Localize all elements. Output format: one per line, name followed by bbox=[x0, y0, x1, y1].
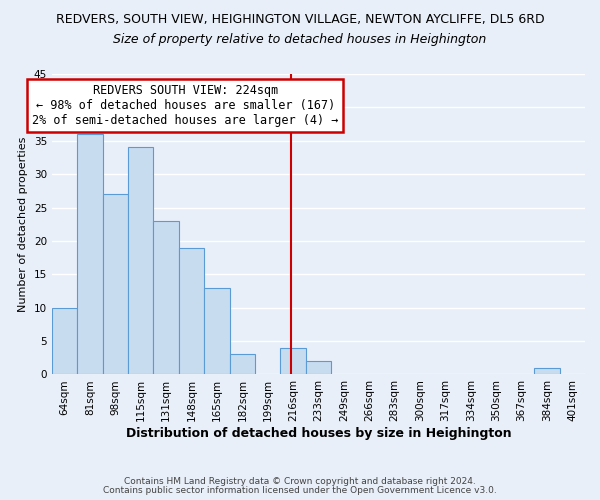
Y-axis label: Number of detached properties: Number of detached properties bbox=[18, 136, 28, 312]
Bar bbox=[52, 308, 77, 374]
Text: Contains HM Land Registry data © Crown copyright and database right 2024.: Contains HM Land Registry data © Crown c… bbox=[124, 477, 476, 486]
Bar bbox=[534, 368, 560, 374]
Bar bbox=[179, 248, 204, 374]
Text: REDVERS, SOUTH VIEW, HEIGHINGTON VILLAGE, NEWTON AYCLIFFE, DL5 6RD: REDVERS, SOUTH VIEW, HEIGHINGTON VILLAGE… bbox=[56, 12, 544, 26]
Bar bbox=[103, 194, 128, 374]
Bar bbox=[204, 288, 230, 374]
Bar bbox=[230, 354, 255, 374]
Text: Contains public sector information licensed under the Open Government Licence v3: Contains public sector information licen… bbox=[103, 486, 497, 495]
Bar bbox=[280, 348, 306, 374]
Bar bbox=[128, 148, 154, 374]
X-axis label: Distribution of detached houses by size in Heighington: Distribution of detached houses by size … bbox=[125, 427, 511, 440]
Bar bbox=[154, 221, 179, 374]
Bar bbox=[77, 134, 103, 374]
Text: Size of property relative to detached houses in Heighington: Size of property relative to detached ho… bbox=[113, 32, 487, 46]
Bar bbox=[306, 361, 331, 374]
Text: REDVERS SOUTH VIEW: 224sqm
← 98% of detached houses are smaller (167)
2% of semi: REDVERS SOUTH VIEW: 224sqm ← 98% of deta… bbox=[32, 84, 338, 127]
